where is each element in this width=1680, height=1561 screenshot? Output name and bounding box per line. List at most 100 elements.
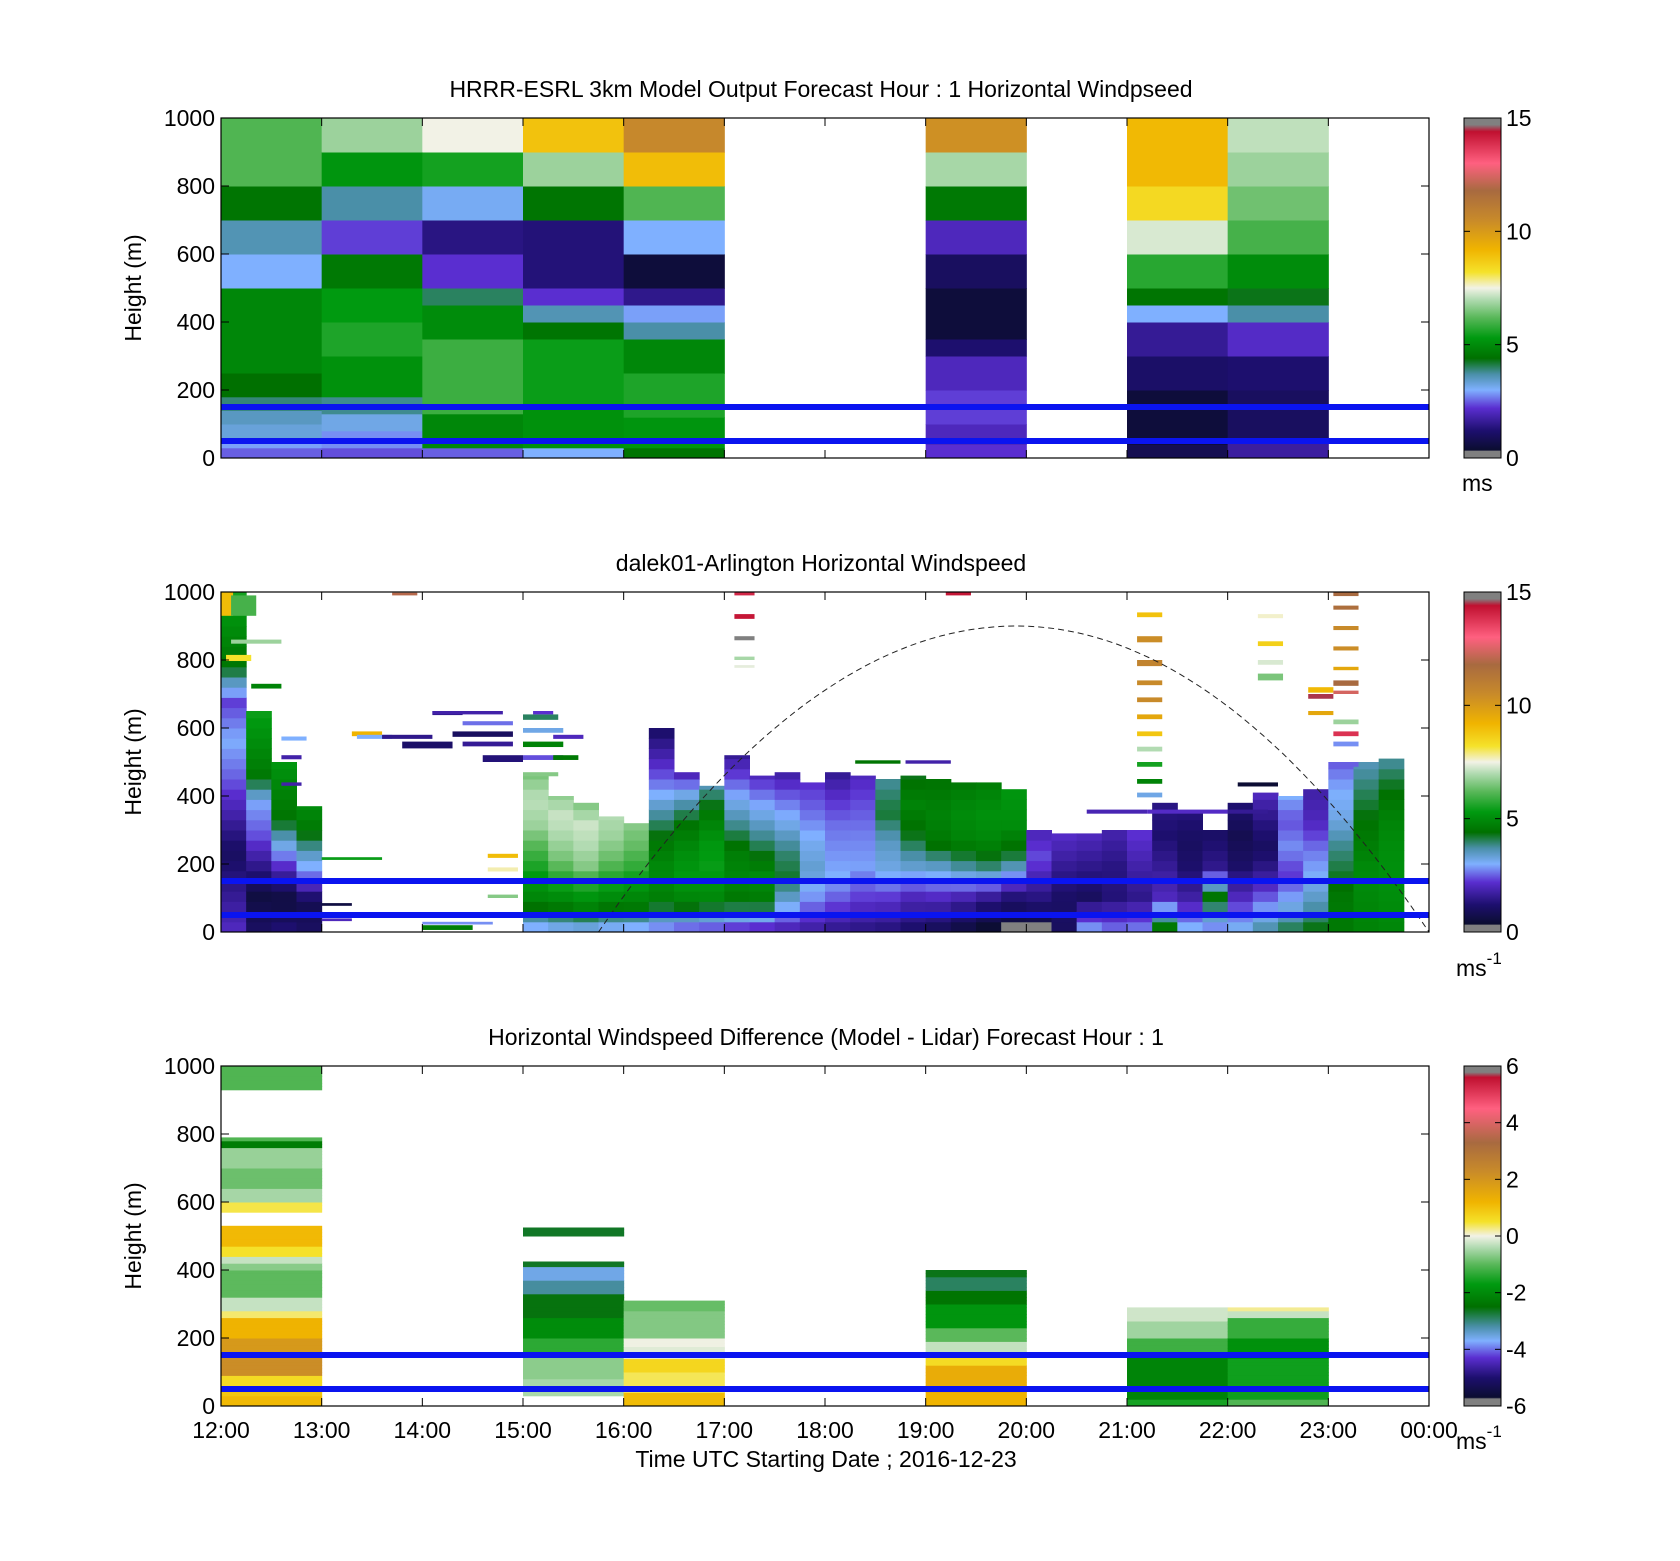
heatmap-segment: [1137, 697, 1163, 703]
heatmap-cell: [976, 860, 1002, 872]
heatmap-cell: [221, 1208, 323, 1213]
heatmap-cell: [548, 840, 574, 851]
heatmap-cell: [221, 373, 323, 398]
heatmap-cell: [850, 870, 876, 882]
heatmap-cell: [1227, 1358, 1329, 1363]
heatmap-cell: [1353, 819, 1380, 831]
heatmap-cell: [950, 830, 977, 841]
heatmap-cell: [548, 819, 574, 831]
heatmap-cell: [925, 254, 1027, 289]
heatmap-cell: [1278, 809, 1304, 821]
y-tick-label: 0: [202, 1393, 215, 1419]
heatmap-cell: [925, 152, 1027, 187]
heatmap-cell: [523, 1372, 625, 1376]
heatmap-cell: [1227, 186, 1329, 221]
heatmap-cell: [523, 1263, 625, 1268]
y-tick-label: 200: [177, 377, 215, 403]
heatmap-segment: [462, 741, 513, 747]
heatmap-cell: [976, 840, 1002, 851]
heatmap-cell: [674, 921, 700, 933]
heatmap-cell: [1127, 830, 1153, 841]
heatmap-cell: [1026, 840, 1052, 851]
heatmap-cell: [623, 1304, 725, 1308]
heatmap-cell: [573, 870, 599, 882]
heatmap-cell: [221, 1174, 323, 1179]
x-tick-label: 23:00: [1300, 1417, 1358, 1443]
heatmap-cell: [1127, 1324, 1229, 1329]
heatmap-cell: [1127, 1382, 1229, 1387]
heatmap-cell: [523, 830, 549, 841]
heatmap-cell: [246, 711, 272, 719]
heatmap-cell: [221, 1191, 323, 1196]
heatmap-cell: [1101, 891, 1128, 902]
heatmap-cell: [598, 860, 625, 872]
heatmap-cell: [422, 186, 524, 221]
heatmap-cell: [1252, 901, 1279, 913]
heatmap-cell: [749, 830, 776, 841]
heatmap-cell: [925, 1327, 1027, 1332]
heatmap-cell: [1127, 1334, 1229, 1339]
panel-lidar-unit-base: ms: [1456, 955, 1487, 981]
heatmap-cell: [674, 881, 700, 892]
heatmap-cell: [221, 1188, 323, 1193]
heatmap-segment: [734, 592, 755, 596]
heatmap-cell: [573, 850, 599, 862]
heatmap-cell: [1227, 1331, 1329, 1336]
heatmap-cell: [1152, 840, 1178, 851]
heatmap-cell: [321, 220, 423, 255]
heatmap-cell: [246, 819, 272, 831]
heatmap-cell: [271, 840, 297, 851]
heatmap-cell: [221, 1236, 323, 1240]
heatmap-cell: [1127, 840, 1153, 851]
heatmap-cell: [1026, 901, 1052, 913]
heatmap-cell: [1328, 819, 1354, 831]
heatmap-cell: [1353, 762, 1380, 770]
heatmap-cell: [623, 1382, 725, 1387]
heatmap-cell: [523, 1229, 625, 1234]
heatmap-cell: [598, 830, 625, 841]
heatmap-segment: [905, 760, 951, 764]
heatmap-cell: [1252, 830, 1279, 841]
heatmap-cell: [749, 789, 776, 800]
heatmap-segment: [734, 665, 755, 668]
heatmap-segment: [1333, 592, 1359, 597]
x-tick-label: 13:00: [293, 1417, 351, 1443]
heatmap-cell: [925, 1341, 1027, 1346]
heatmap-segment: [1257, 673, 1284, 681]
heatmap-cell: [246, 738, 272, 749]
heatmap-cell: [221, 1297, 323, 1302]
heatmap-cell: [221, 186, 323, 221]
heatmap-cell: [1278, 830, 1304, 841]
heatmap-cell: [925, 220, 1027, 255]
panel-lidar-colorbar-unit: ms-1: [1456, 949, 1502, 981]
heatmap-cell: [1051, 850, 1078, 862]
heatmap-cell: [925, 1314, 1027, 1319]
heatmap-cell: [246, 768, 272, 780]
heatmap-cell: [1353, 881, 1380, 892]
heatmap-cell: [900, 789, 927, 800]
heatmap-cell: [1001, 870, 1027, 882]
heatmap-cell: [925, 891, 952, 902]
heatmap-cell: [523, 1341, 625, 1346]
heatmap-cell: [900, 901, 927, 913]
heatmap-cell: [221, 646, 247, 658]
heatmap-cell: [1328, 901, 1354, 913]
colorbar-tick-label: 0: [1506, 1223, 1519, 1249]
colorbar-tick-label: 0: [1506, 919, 1519, 945]
heatmap-cell: [1177, 830, 1203, 841]
heatmap-cell: [523, 1375, 625, 1380]
heatmap-cell: [1227, 1399, 1329, 1404]
heatmap-cell: [1101, 881, 1128, 892]
heatmap-cell: [321, 254, 423, 289]
heatmap-cell: [271, 768, 297, 780]
heatmap-cell: [674, 799, 700, 811]
heatmap-cell: [221, 728, 247, 739]
heatmap-cell: [321, 288, 423, 323]
heatmap-cell: [1076, 860, 1103, 872]
heatmap-cell: [321, 186, 423, 221]
heatmap-cell: [925, 1392, 1027, 1397]
heatmap-cell: [1227, 1402, 1329, 1407]
heatmap-cell: [623, 1327, 725, 1332]
heatmap-cell: [925, 1375, 1027, 1380]
heatmap-cell: [648, 728, 675, 739]
